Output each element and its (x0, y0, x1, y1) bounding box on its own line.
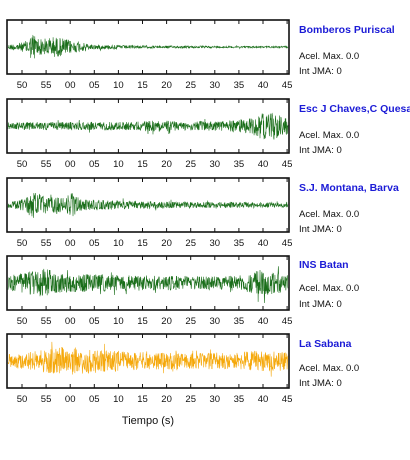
station-name-3: INS Batan (299, 259, 349, 271)
panel-1: 50 55 00 05 10 15 20 25 30 35 40 45 (6, 98, 293, 170)
acel-max-0: Acel. Max. 0.0 (299, 51, 360, 62)
tick-label-4-1: 55 (41, 394, 52, 405)
tick-label-0-9: 35 (234, 80, 245, 91)
int-jma-4: Int JMA: 0 (299, 378, 342, 389)
tick-label-4-11: 45 (282, 394, 293, 405)
tick-label-2-0: 50 (17, 238, 28, 249)
tick-label-1-10: 40 (258, 159, 269, 170)
tick-label-4-4: 10 (113, 394, 124, 405)
tick-label-4-9: 35 (234, 394, 245, 405)
tick-label-1-4: 10 (113, 159, 124, 170)
acel-max-3: Acel. Max. 0.0 (299, 283, 360, 294)
tick-label-4-3: 05 (89, 394, 100, 405)
panel-frame-3 (6, 255, 290, 311)
tick-label-2-3: 05 (89, 238, 100, 249)
station-name-1: Esc J Chaves,C Quesada (299, 103, 410, 115)
tick-label-1-6: 20 (161, 159, 172, 170)
tick-label-4-10: 40 (258, 394, 269, 405)
int-jma-0: Int JMA: 0 (299, 66, 342, 77)
tick-label-2-2: 00 (65, 238, 76, 249)
tick-label-2-6: 20 (161, 238, 172, 249)
panel-4: 50 55 00 05 10 15 20 25 30 35 40 45 (6, 333, 293, 405)
tick-label-2-10: 40 (258, 238, 269, 249)
acel-max-1: Acel. Max. 0.0 (299, 130, 360, 141)
tick-label-2-11: 45 (282, 238, 293, 249)
panel-2: 50 55 00 05 10 15 20 25 30 35 40 45 (6, 177, 293, 249)
tick-label-2-4: 10 (113, 238, 124, 249)
tick-label-0-5: 15 (137, 80, 148, 91)
panel-frame-1 (6, 98, 290, 154)
tick-label-1-7: 25 (185, 159, 196, 170)
tick-label-4-0: 50 (17, 394, 28, 405)
tick-label-0-7: 25 (185, 80, 196, 91)
panel-frame-4 (6, 333, 290, 389)
tick-label-2-7: 25 (185, 238, 196, 249)
waveform-4 (7, 341, 289, 377)
tick-label-1-2: 00 (65, 159, 76, 170)
tick-label-3-8: 30 (210, 316, 221, 327)
tick-label-2-1: 55 (41, 238, 52, 249)
tick-label-4-2: 00 (65, 394, 76, 405)
x-axis-label: Tiempo (s) (121, 415, 175, 427)
tick-label-0-0: 50 (17, 80, 28, 91)
tick-label-3-1: 55 (41, 316, 52, 327)
tick-label-4-6: 20 (161, 394, 172, 405)
tick-label-3-0: 50 (17, 316, 28, 327)
int-jma-3: Int JMA: 0 (299, 299, 342, 310)
tick-label-0-2: 00 (65, 80, 76, 91)
tick-label-4-8: 30 (210, 394, 221, 405)
tick-label-0-4: 10 (113, 80, 124, 91)
tick-label-3-5: 15 (137, 316, 148, 327)
int-jma-1: Int JMA: 0 (299, 145, 342, 156)
tick-label-3-7: 25 (185, 316, 196, 327)
tick-label-0-6: 20 (161, 80, 172, 91)
acel-max-2: Acel. Max. 0.0 (299, 209, 360, 220)
tick-label-1-5: 15 (137, 159, 148, 170)
tick-label-3-4: 10 (113, 316, 124, 327)
panel-0: 50 55 00 05 10 15 20 25 30 35 40 45 (6, 19, 293, 91)
acel-max-4: Acel. Max. 0.0 (299, 363, 360, 374)
tick-label-3-3: 05 (89, 316, 100, 327)
tick-label-0-8: 30 (210, 80, 221, 91)
tick-label-1-1: 55 (41, 159, 52, 170)
waveform-0 (7, 34, 289, 59)
waveform-1 (7, 112, 289, 140)
tick-label-1-8: 30 (210, 159, 221, 170)
tick-label-2-8: 30 (210, 238, 221, 249)
tick-label-0-10: 40 (258, 80, 269, 91)
tick-label-3-10: 40 (258, 316, 269, 327)
tick-label-2-5: 15 (137, 238, 148, 249)
tick-label-1-3: 05 (89, 159, 100, 170)
tick-label-3-11: 45 (282, 316, 293, 327)
tick-label-1-9: 35 (234, 159, 245, 170)
tick-label-2-9: 35 (234, 238, 245, 249)
station-name-2: S.J. Montana, Barva (299, 182, 399, 194)
station-name-4: La Sabana (299, 338, 352, 350)
panel-3: 50 55 00 05 10 15 20 25 30 35 40 45 (6, 255, 293, 327)
int-jma-2: Int JMA: 0 (299, 224, 342, 235)
tick-label-1-0: 50 (17, 159, 28, 170)
tick-label-0-3: 05 (89, 80, 100, 91)
tick-label-1-11: 45 (282, 159, 293, 170)
station-name-0: Bomberos Puriscal (299, 24, 395, 36)
tick-label-4-7: 25 (185, 394, 196, 405)
tick-label-3-6: 20 (161, 316, 172, 327)
panel-frame-2 (6, 177, 290, 233)
tick-label-0-11: 45 (282, 80, 293, 91)
waveform-2 (7, 192, 289, 218)
tick-label-4-5: 15 (137, 394, 148, 405)
waveform-3 (7, 266, 289, 304)
tick-label-3-9: 35 (234, 316, 245, 327)
panel-frame-0 (6, 19, 290, 75)
tick-label-3-2: 00 (65, 316, 76, 327)
tick-label-0-1: 55 (41, 80, 52, 91)
